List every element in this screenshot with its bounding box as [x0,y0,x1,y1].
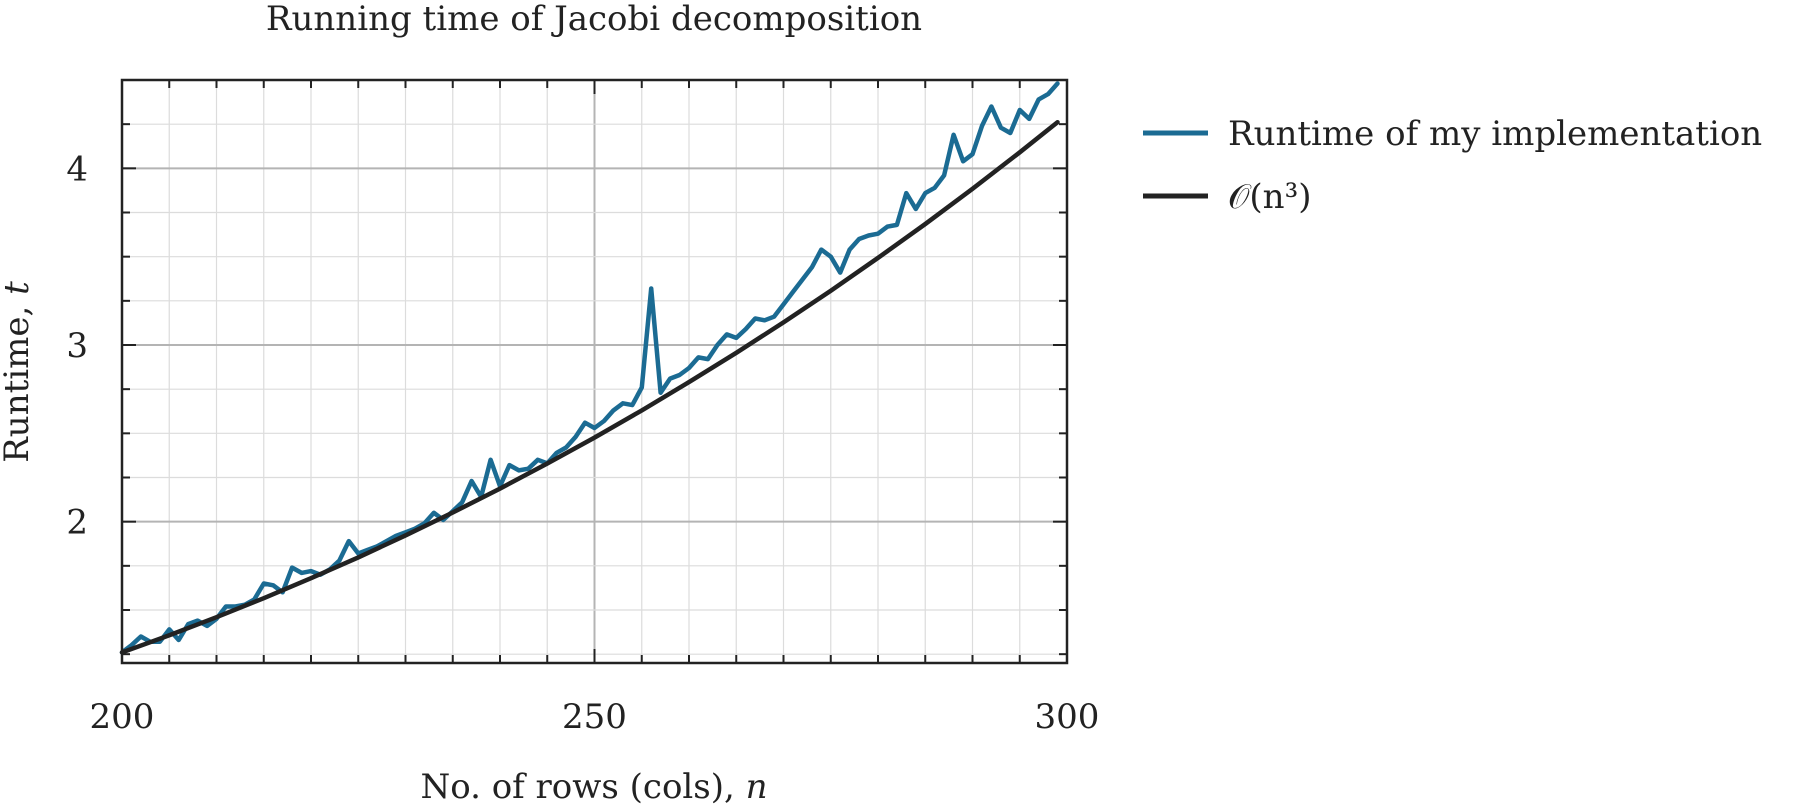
legend-label-runtime: Runtime of my implementation [1228,114,1762,154]
series-layer [119,81,1060,655]
y-tick-label: 3 [66,326,88,366]
x-tick-label: 250 [562,697,627,737]
series-line-runtime [119,81,1060,655]
grid [122,79,1067,663]
plot-frame [120,78,1069,665]
legend-label-big-o: 𝒪(n³) [1228,177,1311,217]
ticks [122,79,1067,663]
y-tick-labels: 2 3 4 [66,149,88,542]
legend: Runtime of my implementation 𝒪(n³) [1143,114,1762,217]
series-line-big-o [119,119,1060,655]
x-tick-label: 200 [90,697,155,737]
y-tick-label: 2 [66,503,88,543]
x-tick-labels: 200 250 300 [90,697,1100,737]
x-tick-label: 300 [1035,697,1100,737]
y-tick-label: 4 [66,149,88,189]
x-axis-label: No. of rows (cols), n [420,767,767,807]
y-axis-label: Runtime, t [0,281,37,463]
chart-title: Running time of Jacobi decomposition [266,0,922,39]
